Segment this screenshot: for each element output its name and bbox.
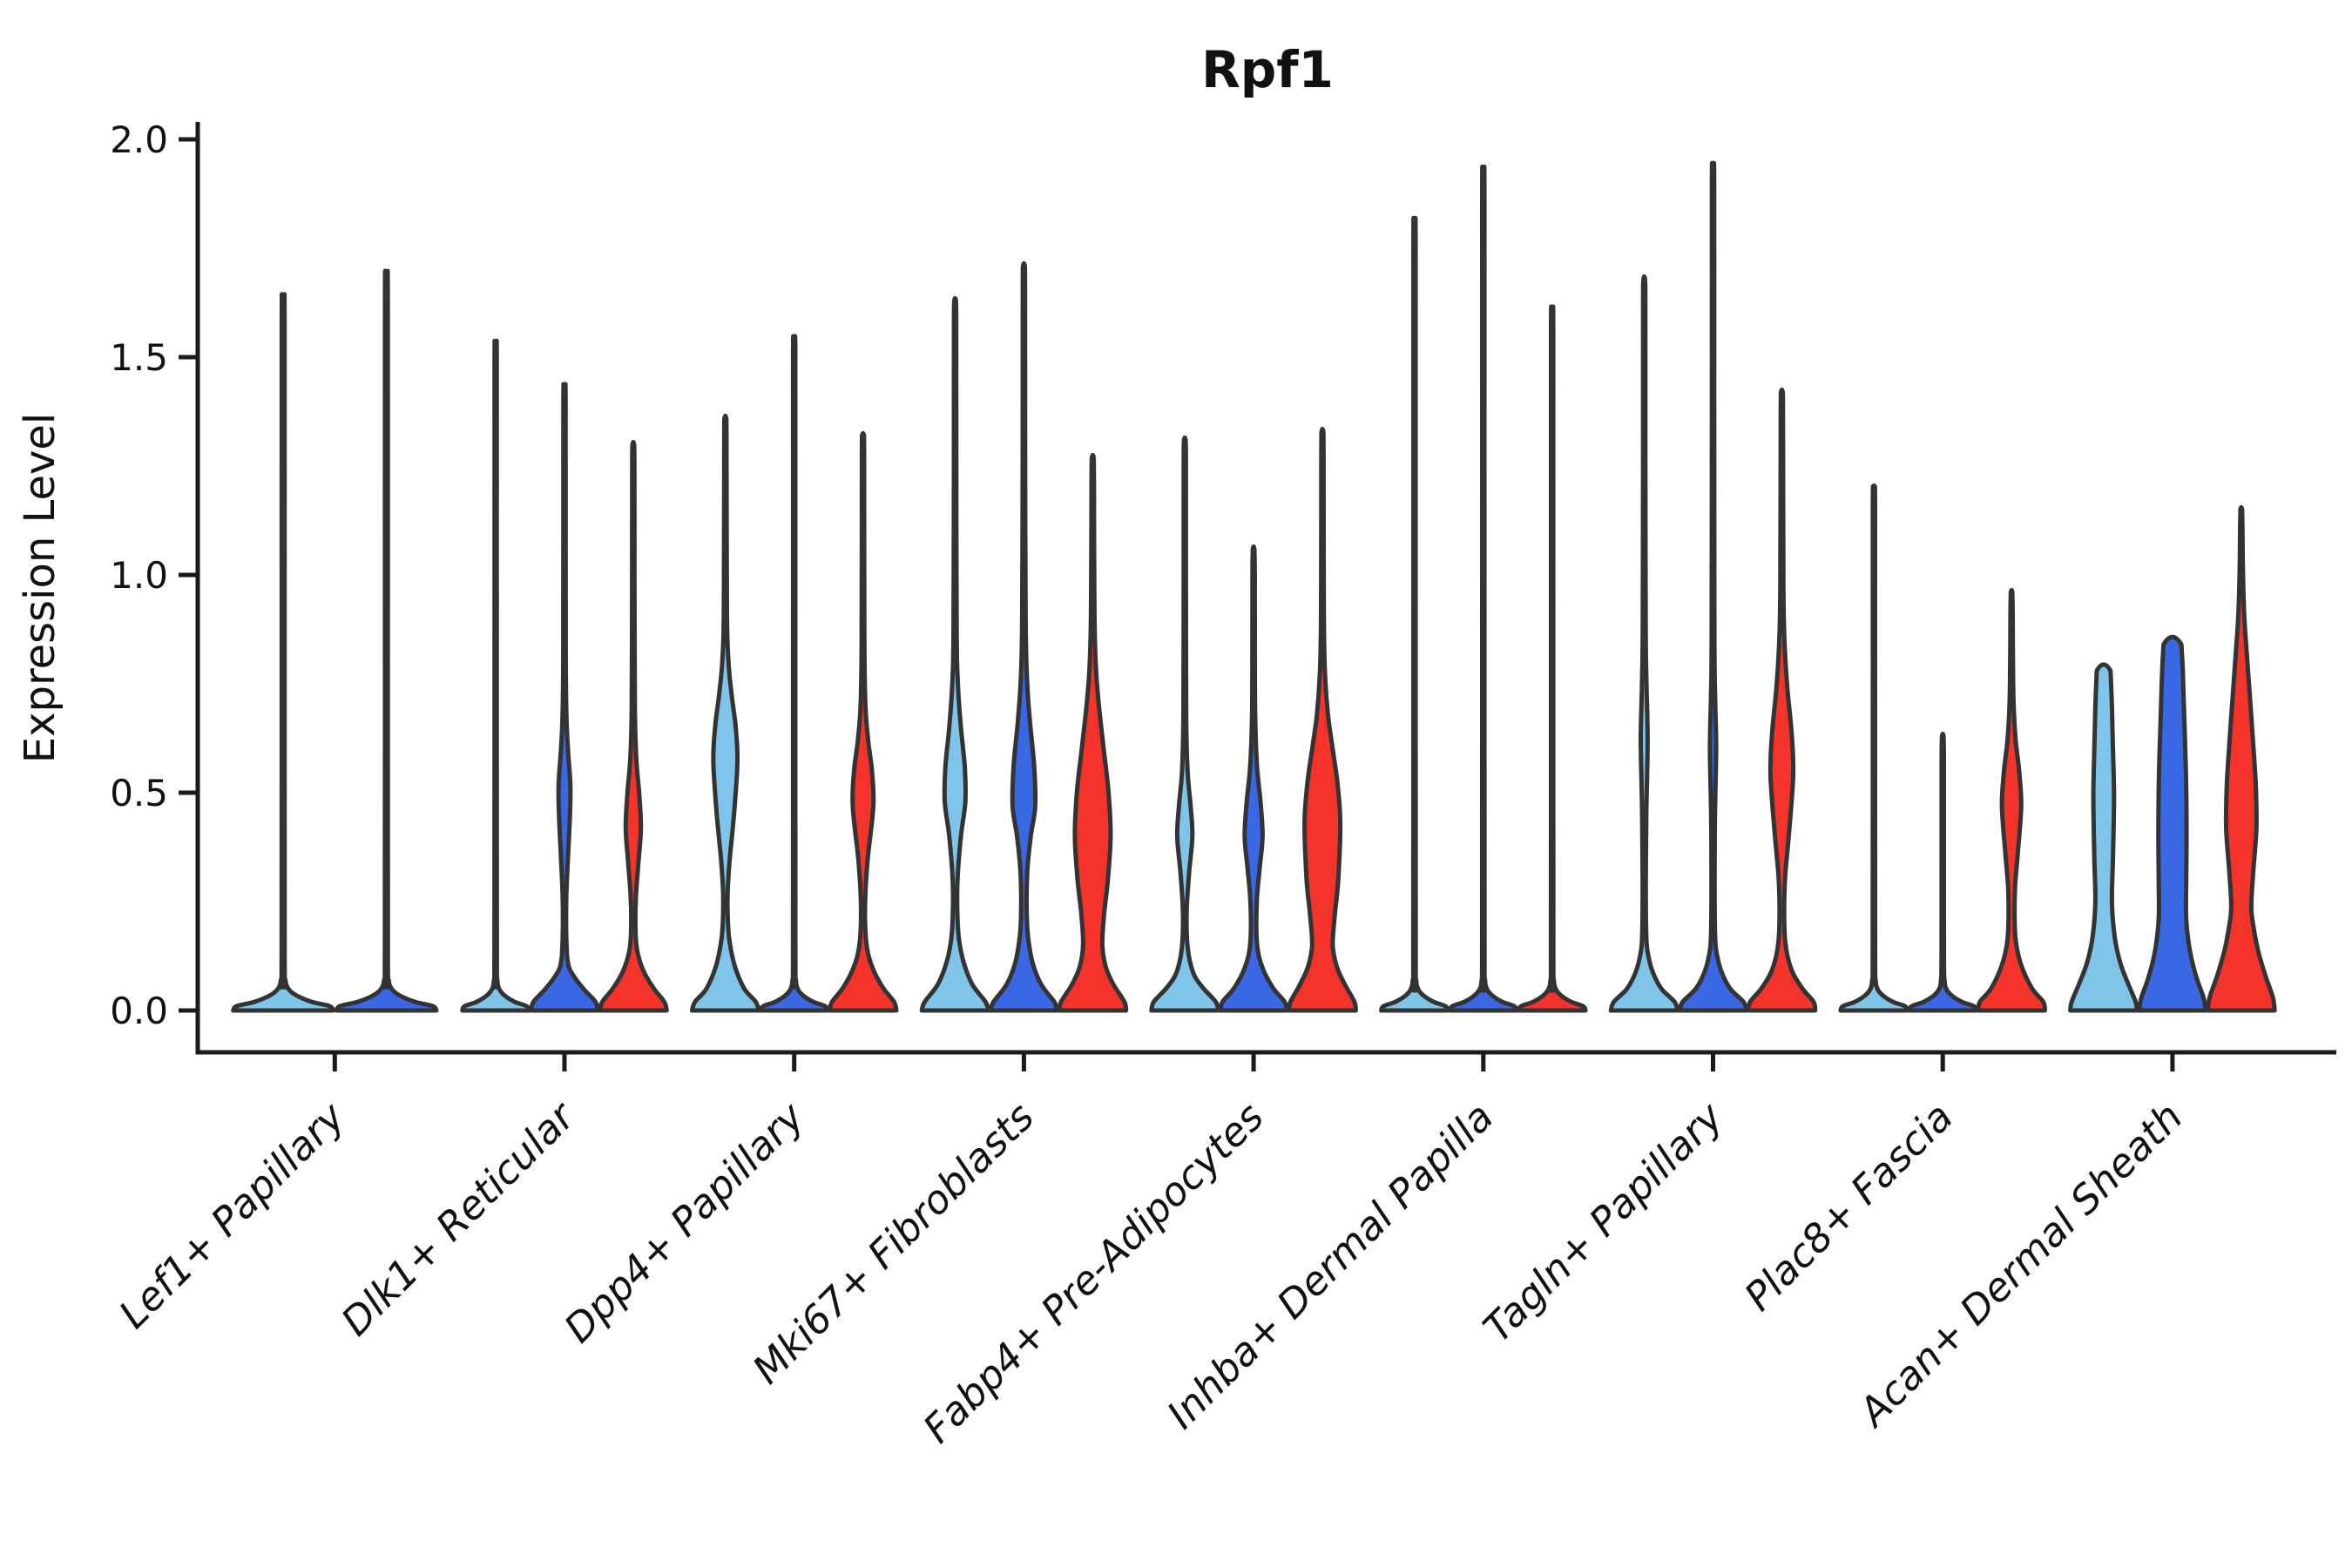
x-tick-label: Lef1+ Papillary — [110, 1092, 355, 1337]
violin — [334, 268, 439, 1013]
violin — [1608, 274, 1680, 1013]
x-tick-label: Tagln+ Papillary — [1474, 1092, 1733, 1351]
x-tick-label: Plac8+ Fascia — [1735, 1093, 1962, 1320]
y-tick-label: 0.0 — [110, 990, 168, 1032]
violin — [1448, 164, 1519, 1013]
violin — [598, 439, 669, 1013]
violin — [231, 292, 335, 1013]
violin — [2206, 504, 2277, 1013]
x-tick-label: Dlk1+ Reticular — [332, 1092, 585, 1345]
violin — [1149, 435, 1220, 1013]
violins-layer — [231, 160, 2277, 1013]
violin — [460, 338, 531, 1013]
violin — [1746, 387, 1818, 1013]
y-tick-label: 2.0 — [110, 118, 168, 161]
violin — [1838, 483, 1909, 1013]
violin — [1976, 587, 2047, 1013]
y-tick-label: 1.0 — [110, 554, 168, 597]
violin — [988, 260, 1060, 1013]
y-tick-label: 1.5 — [110, 336, 168, 379]
violin — [1287, 426, 1358, 1013]
y-axis-label: Expression Level — [16, 413, 64, 764]
violin — [758, 334, 830, 1013]
x-tick-label: Dpp4+ Papillary — [555, 1092, 814, 1351]
axes-layer — [179, 122, 2336, 1071]
violin — [1218, 544, 1289, 1013]
violin — [1907, 731, 1978, 1013]
violin — [827, 430, 899, 1013]
violin — [529, 382, 600, 1013]
violin — [1379, 215, 1450, 1013]
violin — [1677, 160, 1749, 1013]
violin — [689, 413, 761, 1013]
violin — [1057, 452, 1129, 1013]
violin — [919, 295, 991, 1013]
y-tick-label: 0.5 — [110, 772, 168, 814]
violin — [1517, 304, 1588, 1013]
violin — [2137, 634, 2208, 1013]
violin — [2068, 662, 2139, 1013]
chart-title: Rpf1 — [1201, 40, 1334, 99]
